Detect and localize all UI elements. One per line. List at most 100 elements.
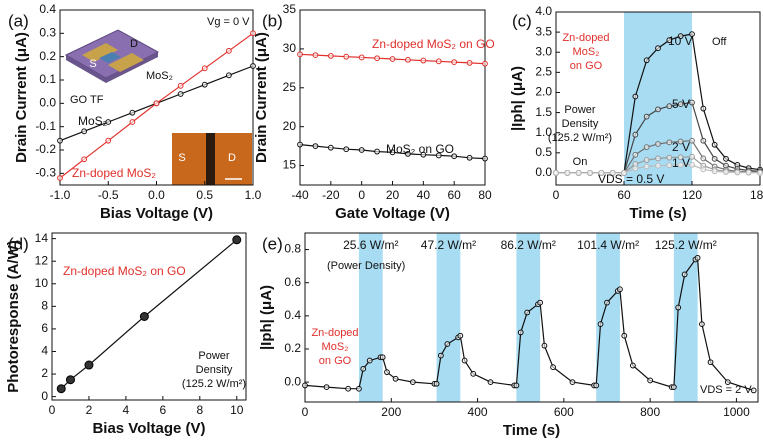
data-point [482,155,488,162]
highlight-label: 86.2 W/m² [501,238,556,252]
highlight-band [358,233,383,402]
x-tick-label: 180 [750,188,763,202]
y-tick-label: 12 [35,253,49,267]
annotation: Vg = 0 V [207,16,250,28]
data-point [482,60,488,67]
annotation: Zn-doped [562,32,609,44]
data-point [343,146,350,153]
x-tick-label: 0 [358,188,365,202]
annotation: Zn-doped [311,327,358,339]
x-tick-label: 2 [86,403,93,417]
y-tick-label: -0.1 [35,119,56,133]
annotation: S [89,58,96,70]
annotation: D [228,152,236,164]
y-tick-label: 10 [35,276,49,290]
data-point [632,93,639,100]
y-tick-label: 6 [41,321,48,335]
data-point [724,379,731,386]
data-point [677,138,684,145]
series-label: 1 V [672,156,690,170]
highlight-label: 25.6 W/m² [343,238,398,252]
annotation: Density [562,118,599,130]
data-point [700,155,707,162]
y-tick-label: 25 [283,80,297,94]
highlight-label: 101.4 W/m² [577,238,639,252]
annotation: S [178,152,185,164]
y-axis-label: |Iph| (μA) [258,285,275,350]
highlight-band [596,233,620,402]
y-tick-label: 1.0 [535,125,552,139]
annotation: MoS₂ [573,46,600,58]
series-label: Zn-doped MoS₂ [72,166,156,180]
y-tick-label: 0.1 [39,72,56,86]
data-point [621,170,627,176]
data-point [655,141,661,147]
panel: -1.0 -0.5 0.0 0.5 1.0 -0.3 -0.2 -0.1 0.0 0.1 0.2 0.… [8,2,262,222]
data-point [81,156,88,163]
data-point [666,154,673,161]
x-tick-label: 120 [682,188,702,202]
plot-frame [304,232,759,403]
plot-frame [51,232,247,401]
data-point [323,384,330,390]
highlight-band [436,233,461,402]
annotation: Power [564,104,596,116]
y-tick-label: 0 [41,389,48,403]
annotation: MoS₂ [322,341,349,353]
y-tick-label: -0.2 [35,142,56,156]
series-label: 2 V [672,140,690,154]
data-point [689,137,695,144]
data-point [81,128,88,135]
data-point [597,321,604,328]
data-point [587,170,593,176]
data-point [65,375,75,385]
data-point [694,254,701,261]
data-point [466,59,473,66]
plot-frame [555,11,761,186]
data-point [711,141,718,148]
panel-label: (b) [262,11,283,30]
data-point [435,58,442,65]
data-point [343,53,350,60]
data-point [327,52,334,59]
data-point [302,382,308,389]
microscope-inset [172,133,252,185]
data-point [700,166,707,173]
data-point [666,37,673,44]
y-axis-label: |Iph| (μA) [509,66,526,131]
data-point [389,149,396,156]
data-point [632,165,639,172]
data-point [379,354,386,361]
data-point [517,329,524,336]
data-point [389,56,396,62]
data-point [655,155,661,162]
y-tick-label: 2.0 [535,85,552,99]
data-point [56,384,66,394]
data-point [689,153,695,160]
data-point [541,342,548,349]
data-point [655,106,661,113]
panel: 0 2 4 6 8 10 0 2 4 6 8 10 12 14 Bias Voltage (V) Photor… [5,231,247,437]
x-tick-label: 0.5 [196,188,213,202]
data-point [232,235,242,245]
data-point [604,299,610,306]
data-point [297,51,303,58]
data-point [57,137,63,144]
data-point [84,360,94,370]
y-tick-label: 15 [283,158,297,172]
series-label: Zn-doped MoS₂ on GO [372,37,495,51]
series-label: VDS = 0.5 V [598,172,664,186]
data-point [129,109,136,116]
y-tick-label: 0.2 [39,49,56,63]
data-point [405,150,411,157]
data-point [711,155,718,162]
data-point [609,170,616,176]
panel: -40 -20 0 20 40 60 80 15 20 25 30 35 Gate Voltage (V… [253,2,495,222]
data-point [537,299,544,306]
data-point [617,286,623,293]
x-tick-label: 10 [230,403,244,417]
x-tick-label: 1000 [723,405,750,419]
data-point [643,157,650,163]
